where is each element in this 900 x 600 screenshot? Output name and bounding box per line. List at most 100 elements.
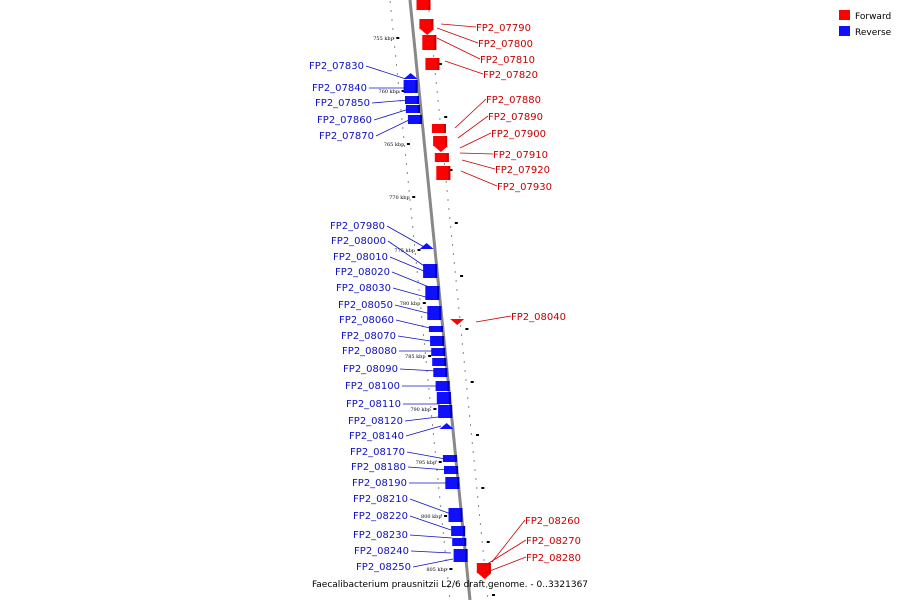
legend-reverse-swatch [839, 26, 850, 36]
reverse-gene [403, 80, 418, 93]
track-dot [413, 235, 415, 237]
gene-label: FP2_07810 [480, 55, 535, 66]
track-dot [442, 532, 444, 534]
track-dot [421, 316, 423, 318]
forward-gene [422, 35, 437, 50]
label-leader [475, 315, 512, 323]
reverse-gene [451, 526, 466, 536]
tick-label: 800 kbp [421, 514, 442, 520]
track-dot [475, 478, 477, 480]
gene-shade [419, 115, 422, 124]
track-dot [464, 370, 466, 372]
track-dot [433, 55, 435, 57]
track-dot [463, 361, 465, 363]
gene-shade [437, 58, 440, 70]
forward-gene [476, 563, 491, 573]
track-dot [410, 208, 412, 210]
track-dot [467, 397, 469, 399]
track-dot [432, 433, 434, 435]
gene-label: FP2_07860 [317, 115, 372, 126]
gene-label: FP2_08120 [348, 416, 403, 427]
gene-label: FP2_08230 [353, 530, 408, 541]
track-dot [436, 91, 438, 93]
gene-shade [448, 166, 451, 180]
track-dot [429, 397, 431, 399]
tick-label: 760 kbp [379, 89, 400, 95]
gene-label: FP2_07870 [319, 131, 374, 142]
tick-label: 770 kbp [389, 195, 410, 201]
track-dot [416, 271, 418, 273]
gene-shade [456, 466, 458, 474]
track-dot [469, 415, 471, 417]
gene-shade [454, 455, 457, 462]
track-dot [412, 226, 414, 228]
label-leader [410, 550, 452, 554]
track-dot [434, 73, 436, 75]
forward-gene [433, 146, 448, 152]
gene-shade [442, 336, 445, 346]
track-dot [471, 442, 473, 444]
track-dot [453, 262, 455, 264]
label-leader [394, 304, 436, 316]
label-leader [436, 37, 481, 60]
gene-label: FP2_08010 [333, 252, 388, 263]
track-dot [430, 406, 432, 408]
gene-label: FP2_07910 [493, 150, 548, 161]
track-dot [395, 64, 398, 66]
track-dot [439, 496, 441, 498]
legend-forward-swatch [839, 10, 850, 20]
track-dot [443, 163, 445, 165]
track-dot [445, 181, 447, 183]
track-dot [439, 118, 441, 120]
gene-label: FP2_07830 [309, 61, 364, 72]
label-leader [460, 170, 498, 187]
track-dot [454, 271, 456, 273]
track-dot [465, 379, 467, 381]
track-dot [444, 550, 446, 552]
forward-gene [436, 166, 451, 180]
reverse-gene [405, 96, 419, 104]
track-dot [455, 280, 457, 282]
track-dot [404, 154, 407, 156]
gene-label: FP2_08060 [339, 315, 394, 326]
reverse-gene [436, 392, 451, 404]
gene-label: FP2_07930 [497, 182, 552, 193]
track-dot [437, 478, 439, 480]
label-leader [406, 451, 452, 461]
gene-shade [463, 526, 466, 536]
gene-label: FP2_08030 [336, 283, 391, 294]
track-dot [427, 379, 429, 381]
track-dot [477, 496, 479, 498]
gene-label: FP2_08110 [346, 399, 401, 410]
reverse-gene [428, 326, 443, 332]
track-dot [483, 559, 485, 561]
reverse-gene [438, 405, 453, 418]
track-dot [396, 73, 398, 75]
gene-shade [437, 286, 440, 300]
gene-label: FP2_07900 [491, 129, 546, 140]
gene-shade [464, 538, 467, 546]
gene-label: FP2_08240 [354, 546, 409, 557]
track-dot [481, 541, 483, 543]
reverse-gene [425, 286, 440, 300]
reverse-gene [433, 368, 448, 377]
gene-shade [443, 124, 446, 133]
track-dot [478, 514, 481, 516]
reverse-gene [445, 477, 460, 489]
track-dot [459, 316, 461, 318]
track-dot [447, 577, 449, 579]
track-dot [431, 415, 433, 417]
track-dot [411, 217, 413, 219]
track-dot [460, 334, 463, 336]
track-dot [446, 190, 448, 192]
reverse-gene [448, 508, 463, 522]
label-leader [459, 132, 492, 149]
track-dot [398, 91, 400, 93]
gene-shade [417, 96, 419, 104]
gene-label: FP2_08080 [342, 346, 397, 357]
gene-shade [417, 105, 420, 113]
gene-label: FP2_08090 [343, 364, 398, 375]
legend: Forward Reverse [839, 10, 892, 38]
gene-shade [428, 0, 431, 10]
reverse-gene [405, 105, 420, 113]
